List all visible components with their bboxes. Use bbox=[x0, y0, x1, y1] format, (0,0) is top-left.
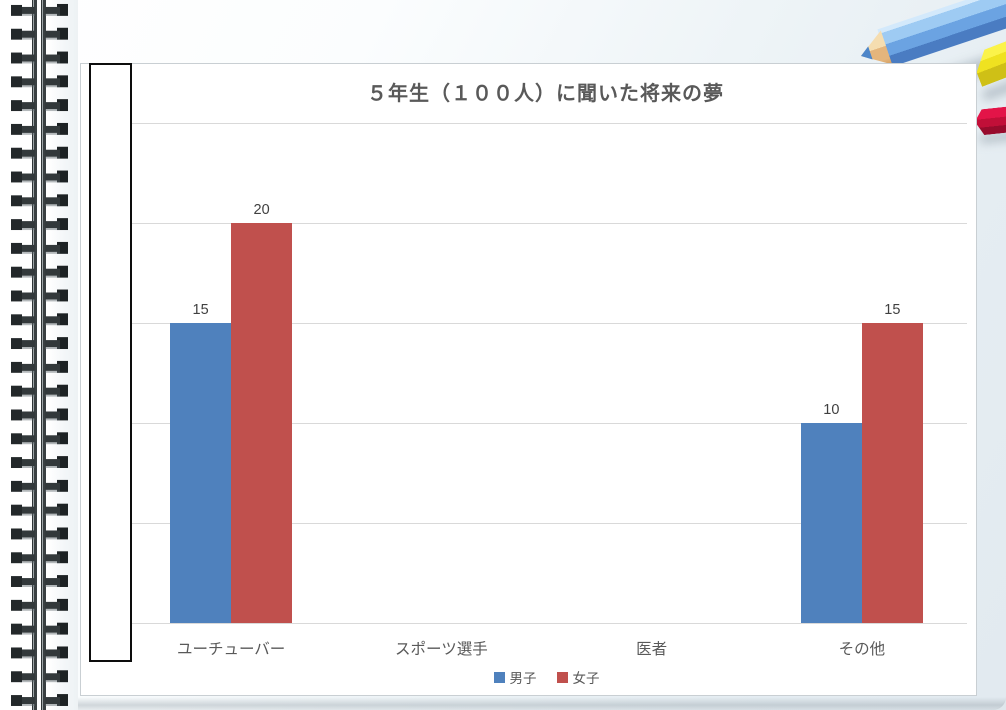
spiral-binding bbox=[0, 0, 78, 710]
legend-swatch-girls bbox=[556, 671, 568, 683]
bar-value-label: 20 bbox=[253, 202, 270, 218]
bar bbox=[861, 323, 923, 623]
legend-label-boys: 男子 bbox=[509, 671, 537, 686]
legend-item-boys: 男子 bbox=[493, 667, 537, 687]
category-label: ユーチューバー bbox=[176, 641, 286, 658]
chart-title: ５年生（１００人）に聞いた将来の夢 bbox=[367, 83, 724, 105]
legend-label-girls: 女子 bbox=[572, 671, 600, 686]
bar-value-label: 15 bbox=[884, 302, 901, 318]
category-label: その他 bbox=[838, 641, 886, 658]
page-curl-shadow bbox=[0, 697, 1006, 710]
bar bbox=[231, 223, 293, 623]
chart-area: ５年生（１００人）に聞いた将来の夢 ユーチューバー 15 20 スポーツ選手 医者 その他… bbox=[80, 63, 977, 696]
y-axis-cover-box bbox=[89, 63, 132, 662]
legend-item-girls: 女子 bbox=[556, 667, 600, 687]
chart-legend: 男子 女子 bbox=[126, 668, 967, 686]
bar bbox=[800, 423, 862, 623]
bar-value-label: 10 bbox=[823, 402, 840, 418]
category-label: 医者 bbox=[636, 641, 668, 658]
category-label: スポーツ選手 bbox=[395, 641, 488, 658]
plot-area: ユーチューバー 15 20 スポーツ選手 医者 その他 10 15 bbox=[126, 123, 967, 658]
bar-value-label: 15 bbox=[192, 302, 209, 318]
bar bbox=[170, 323, 232, 623]
legend-swatch-boys bbox=[493, 671, 505, 683]
